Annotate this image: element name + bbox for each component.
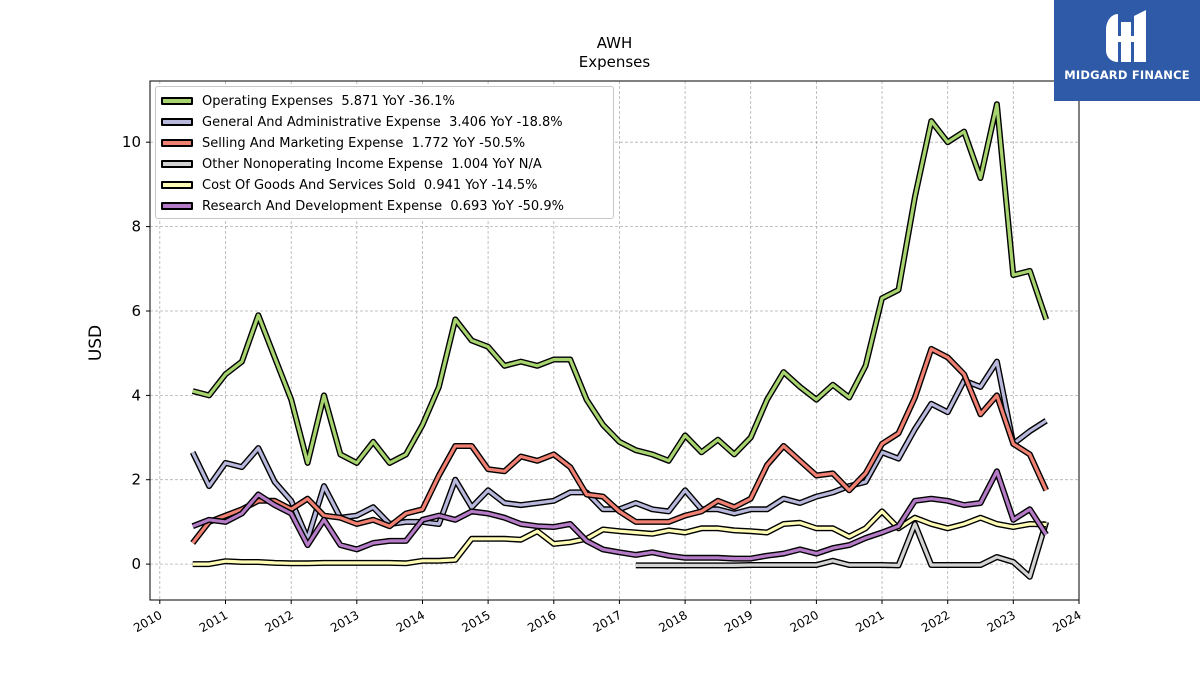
y-tick-label: 2 xyxy=(131,471,141,489)
y-axis: 0 2 4 6 8 10 xyxy=(122,133,150,573)
x-tick-label: 2018 xyxy=(656,608,689,635)
series-line-operating-expenses xyxy=(192,102,1048,465)
x-tick-label: 2020 xyxy=(788,608,821,635)
x-tick-label: 2024 xyxy=(1050,608,1083,635)
plot-frame xyxy=(149,80,1080,601)
legend-item-research-development: Research And Development Expense 0.693 Y… xyxy=(161,197,564,215)
y-tick-label: 0 xyxy=(131,555,141,573)
legend-item-cost-of-goods: Cost Of Goods And Services Sold 0.941 Yo… xyxy=(161,176,538,194)
series-line-research-and-development-expense xyxy=(192,469,1048,561)
legend-swatch-research-development xyxy=(161,202,193,210)
y-tick-label: 10 xyxy=(122,133,141,151)
x-tick-label: 2012 xyxy=(262,608,295,635)
y-tick-label: 4 xyxy=(131,386,141,404)
series-line-other-nonoperating-income-expense xyxy=(635,521,1048,579)
x-tick-label: 2015 xyxy=(459,608,492,635)
x-tick-label: 2021 xyxy=(853,608,886,635)
series-line-selling-and-marketing-expense xyxy=(191,347,1048,544)
legend-label-operating-expenses: Operating Expenses 5.871 YoY -36.1% xyxy=(202,93,455,109)
brand-logo: MIDGARD FINANCE xyxy=(1054,0,1200,101)
legend-swatch-cost-of-goods xyxy=(161,181,193,189)
legend-item-selling-marketing: Selling And Marketing Expense 1.772 YoY … xyxy=(161,134,525,152)
x-tick-label: 2019 xyxy=(722,608,755,635)
legend-item-general-administrative: General And Administrative Expense 3.406… xyxy=(161,113,563,131)
logo-mark-icon xyxy=(1106,10,1146,62)
legend-swatch-selling-marketing xyxy=(161,139,193,147)
x-tick-label: 2017 xyxy=(591,608,624,635)
x-axis: 2010 2011 2012 2013 2014 2015 2016 2017 2018 2019… xyxy=(131,600,1084,635)
legend-swatch-operating-expenses xyxy=(161,97,193,105)
x-tick-label: 2016 xyxy=(525,608,558,635)
legend-label-cost-of-goods: Cost Of Goods And Services Sold 0.941 Yo… xyxy=(202,177,538,193)
x-tick-label: 2022 xyxy=(919,608,952,635)
chart-legend: Operating Expenses 5.871 YoY -36.1% Gene… xyxy=(155,86,614,219)
x-tick-label: 2023 xyxy=(985,608,1018,635)
chart-title: AWH xyxy=(597,34,633,52)
series-lines xyxy=(190,101,1050,580)
legend-item-other-nonoperating: Other Nonoperating Income Expense 1.004 … xyxy=(161,155,542,173)
x-tick-label: 2014 xyxy=(394,608,427,635)
legend-swatch-other-nonoperating xyxy=(161,160,193,168)
legend-label-research-development: Research And Development Expense 0.693 Y… xyxy=(202,198,564,214)
y-axis-label: USD xyxy=(86,325,106,361)
legend-label-other-nonoperating: Other Nonoperating Income Expense 1.004 … xyxy=(202,156,542,172)
y-tick-label: 6 xyxy=(131,302,141,320)
logo-text: MIDGARD FINANCE xyxy=(1064,68,1190,82)
legend-label-selling-marketing: Selling And Marketing Expense 1.772 YoY … xyxy=(202,135,526,151)
x-tick-label: 2013 xyxy=(328,608,361,635)
series-line-cost-of-goods-and-services-sold xyxy=(192,509,1047,566)
legend-item-operating-expenses: Operating Expenses 5.871 YoY -36.1% xyxy=(161,92,455,110)
y-tick-label: 8 xyxy=(131,218,141,236)
x-tick-label: 2010 xyxy=(131,608,164,635)
legend-label-general-administrative: General And Administrative Expense 3.406… xyxy=(202,114,563,130)
chart-subtitle: Expenses xyxy=(579,53,651,71)
legend-swatch-general-administrative xyxy=(161,118,193,126)
x-tick-label: 2011 xyxy=(197,608,230,635)
